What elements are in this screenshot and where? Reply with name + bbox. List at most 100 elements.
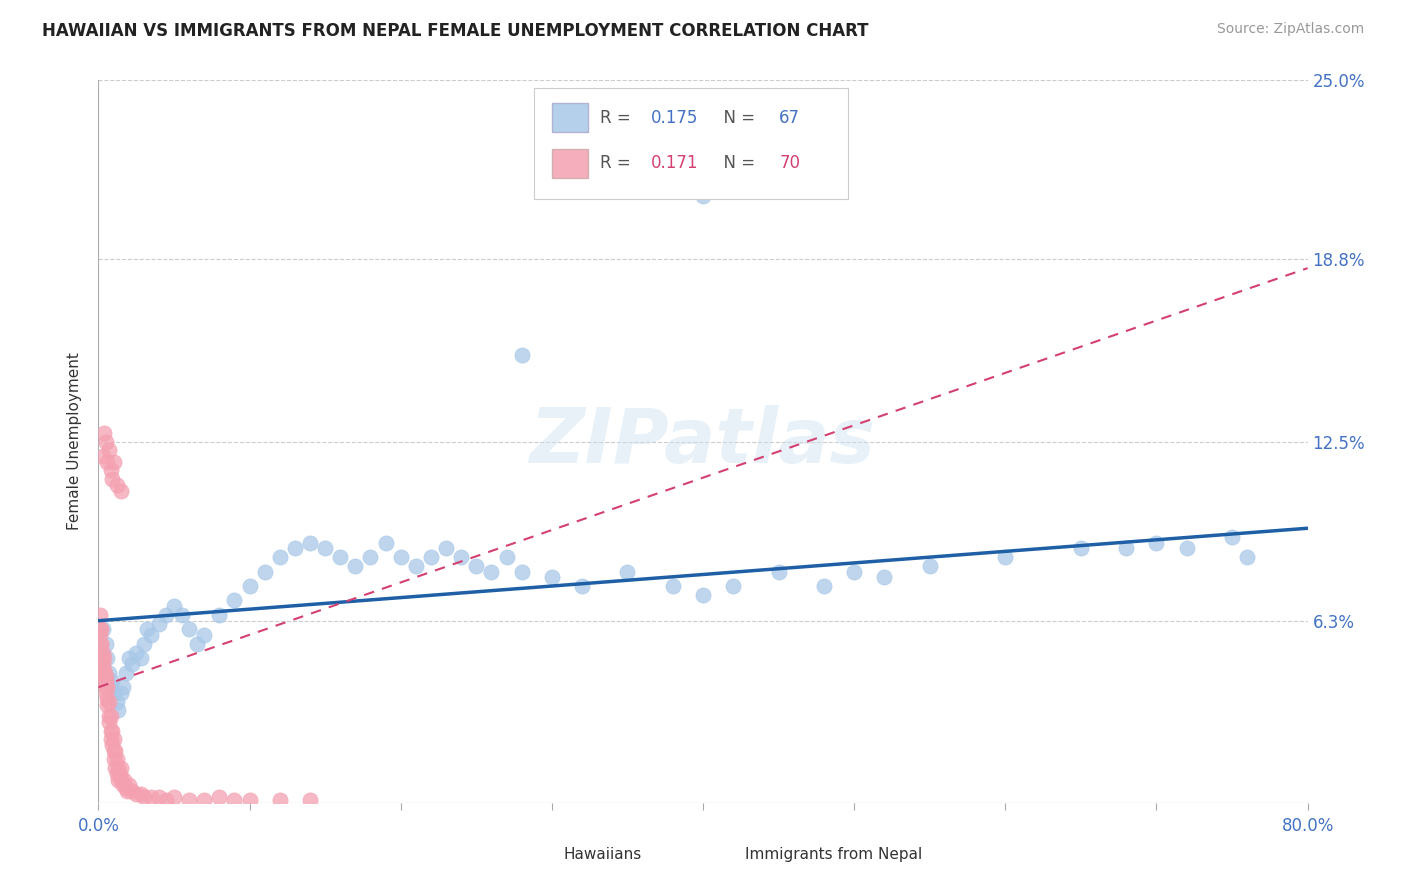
Point xyxy=(420,550,443,565)
Point xyxy=(94,637,117,651)
Point xyxy=(93,651,115,665)
Point xyxy=(100,709,122,723)
Point xyxy=(495,550,517,565)
Point xyxy=(100,723,122,738)
Point xyxy=(141,790,163,805)
FancyBboxPatch shape xyxy=(534,87,848,200)
Point xyxy=(239,579,262,593)
Point xyxy=(129,787,152,801)
Point xyxy=(768,565,790,579)
Point xyxy=(103,455,125,469)
Point xyxy=(129,651,152,665)
Point xyxy=(111,779,134,793)
Point xyxy=(1070,541,1092,556)
Text: HAWAIIAN VS IMMIGRANTS FROM NEPAL FEMALE UNEMPLOYMENT CORRELATION CHART: HAWAIIAN VS IMMIGRANTS FROM NEPAL FEMALE… xyxy=(42,22,869,40)
Point xyxy=(93,674,115,689)
Point xyxy=(179,623,201,637)
Point xyxy=(105,478,128,492)
Point xyxy=(101,738,124,752)
Point xyxy=(110,483,132,498)
FancyBboxPatch shape xyxy=(551,149,588,178)
Point xyxy=(125,646,148,660)
Point xyxy=(90,623,112,637)
Point xyxy=(163,790,186,805)
Point xyxy=(105,752,128,766)
Point xyxy=(405,558,427,573)
Point xyxy=(103,744,125,758)
Point xyxy=(93,663,115,677)
Text: R =: R = xyxy=(600,154,641,172)
Point xyxy=(105,767,128,781)
Point xyxy=(89,628,111,642)
FancyBboxPatch shape xyxy=(522,843,558,868)
Point xyxy=(148,790,170,805)
Point xyxy=(540,570,562,584)
Point xyxy=(873,570,896,584)
Point xyxy=(90,637,112,651)
Point xyxy=(98,443,121,458)
Point xyxy=(253,565,276,579)
Point xyxy=(465,558,488,573)
Point xyxy=(692,189,714,203)
Point xyxy=(118,651,141,665)
Point xyxy=(813,579,835,593)
Point xyxy=(344,558,367,573)
Point xyxy=(96,698,118,712)
FancyBboxPatch shape xyxy=(551,103,588,132)
Point xyxy=(121,657,143,671)
Point xyxy=(105,695,128,709)
Point xyxy=(1220,530,1243,544)
Point xyxy=(193,793,215,807)
Point xyxy=(616,565,638,579)
Point xyxy=(89,607,111,622)
Point xyxy=(179,793,201,807)
Point xyxy=(100,732,122,747)
Point xyxy=(98,709,121,723)
Point xyxy=(994,550,1017,565)
Text: 70: 70 xyxy=(779,154,800,172)
Point xyxy=(1236,550,1258,565)
Point xyxy=(110,686,132,700)
Point xyxy=(723,579,745,593)
Point xyxy=(661,579,683,593)
Point xyxy=(91,623,114,637)
Point xyxy=(90,651,112,665)
Point xyxy=(132,790,155,805)
Point xyxy=(91,449,114,463)
Text: R =: R = xyxy=(600,109,641,127)
Point xyxy=(107,772,129,787)
Point xyxy=(114,665,136,680)
Point xyxy=(1144,535,1167,549)
Text: 0.171: 0.171 xyxy=(651,154,699,172)
Point xyxy=(93,425,115,440)
Point xyxy=(103,732,125,747)
Point xyxy=(110,772,132,787)
Point xyxy=(148,616,170,631)
Point xyxy=(510,348,533,362)
Point xyxy=(90,637,112,651)
Point xyxy=(115,784,138,798)
Point xyxy=(100,463,122,477)
Point xyxy=(208,790,231,805)
Text: N =: N = xyxy=(713,154,765,172)
Point xyxy=(107,703,129,717)
FancyBboxPatch shape xyxy=(703,843,740,868)
Point xyxy=(360,550,382,565)
Point xyxy=(94,686,117,700)
Point xyxy=(299,793,322,807)
Point xyxy=(155,607,177,622)
Point xyxy=(112,772,135,787)
Point xyxy=(269,793,291,807)
Point xyxy=(91,665,114,680)
Point xyxy=(208,607,231,622)
Point xyxy=(844,565,866,579)
Text: Hawaiians: Hawaiians xyxy=(564,847,643,863)
Point xyxy=(163,599,186,614)
Point xyxy=(1175,541,1198,556)
Point xyxy=(94,434,117,449)
Point xyxy=(104,744,127,758)
Point xyxy=(94,680,117,694)
Point xyxy=(1115,541,1137,556)
Point xyxy=(98,695,121,709)
Point xyxy=(224,593,246,607)
